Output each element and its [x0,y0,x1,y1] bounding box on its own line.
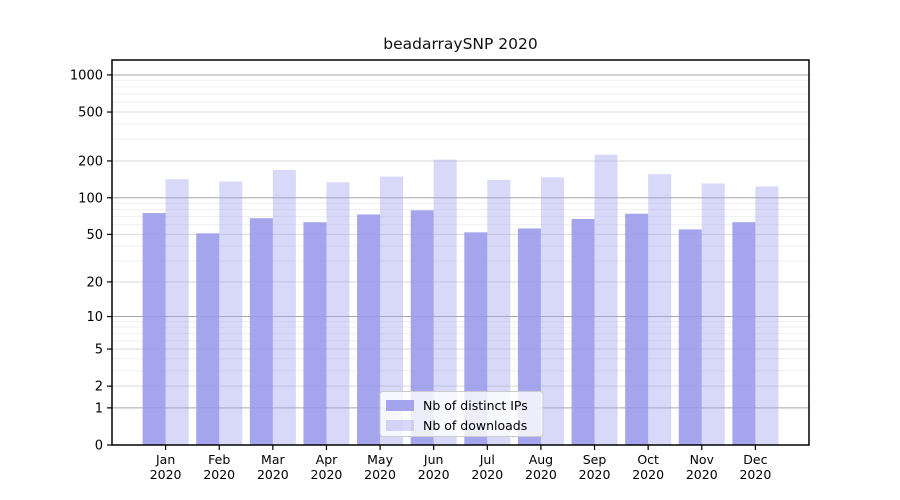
bar-downloads-oct [648,174,672,446]
bar-downloads-jul [487,179,511,446]
bar-downloads-jan [165,179,189,445]
legend-swatch-downloads [386,420,414,431]
bar-distinct-ips-aug [517,228,541,445]
bar-downloads-sep [594,154,618,445]
bar-downloads-mar [272,169,296,445]
legend-box [379,391,544,437]
bar-downloads-dec [755,186,779,445]
bar-distinct-ips-dec [732,222,756,445]
x-tick-label-dec-2020: Dec 2020 [739,452,771,482]
y-tick-label-200: 200 [78,154,103,169]
x-tick-label-feb-2020: Feb 2020 [203,452,235,482]
y-tick-label-20: 20 [86,275,103,290]
legend-label-downloads: Nb of downloads [423,418,527,433]
bar-distinct-ips-apr [303,222,327,445]
x-tick-label-jun-2020: Jun 2020 [418,452,450,482]
bar-distinct-ips-sep [571,218,595,445]
bar-downloads-may [380,176,404,445]
y-tick-label-500: 500 [78,106,103,121]
chart-title: beadarraySNP 2020 [383,35,538,53]
x-tick-label-jan-2020: Jan 2020 [150,452,182,482]
x-tick-label-apr-2020: Apr 2020 [311,452,343,482]
bar-downloads-apr [326,182,350,445]
bar-distinct-ips-mar [249,218,273,445]
x-tick-label-jul-2020: Jul 2020 [471,452,503,482]
x-tick-label-may-2020: May 2020 [364,452,396,482]
x-tick-label-aug-2020: Aug 2020 [525,452,557,482]
bar-distinct-ips-jun [410,210,434,445]
plot-frame [111,59,810,446]
x-tick-label-oct-2020: Oct 2020 [632,452,664,482]
y-tick-label-100: 100 [78,191,103,206]
bar-distinct-ips-jan [142,213,166,445]
x-tick-label-nov-2020: Nov 2020 [686,452,718,482]
y-tick-label-5: 5 [95,343,103,358]
y-tick-label-2: 2 [95,380,103,395]
bar-distinct-ips-nov [678,229,702,445]
bar-downloads-jun [433,159,457,445]
x-tick-label-sep-2020: Sep 2020 [579,452,611,482]
y-tick-label-10: 10 [86,310,103,325]
bar-downloads-feb [219,181,243,445]
bar-downloads-nov [701,183,725,445]
bar-distinct-ips-oct [625,213,649,445]
legend-label-distinct-ips: Nb of distinct IPs [423,398,528,413]
legend-swatch-distinct-ips [386,400,414,411]
bar-distinct-ips-feb [196,233,220,445]
y-tick-label-1000: 1000 [70,68,103,83]
y-tick-label-0: 0 [95,439,103,454]
bar-downloads-aug [540,177,564,445]
x-tick-label-mar-2020: Mar 2020 [257,452,289,482]
bar-distinct-ips-may [357,214,381,445]
y-tick-label-50: 50 [86,228,103,243]
y-tick-label-1: 1 [95,401,103,416]
